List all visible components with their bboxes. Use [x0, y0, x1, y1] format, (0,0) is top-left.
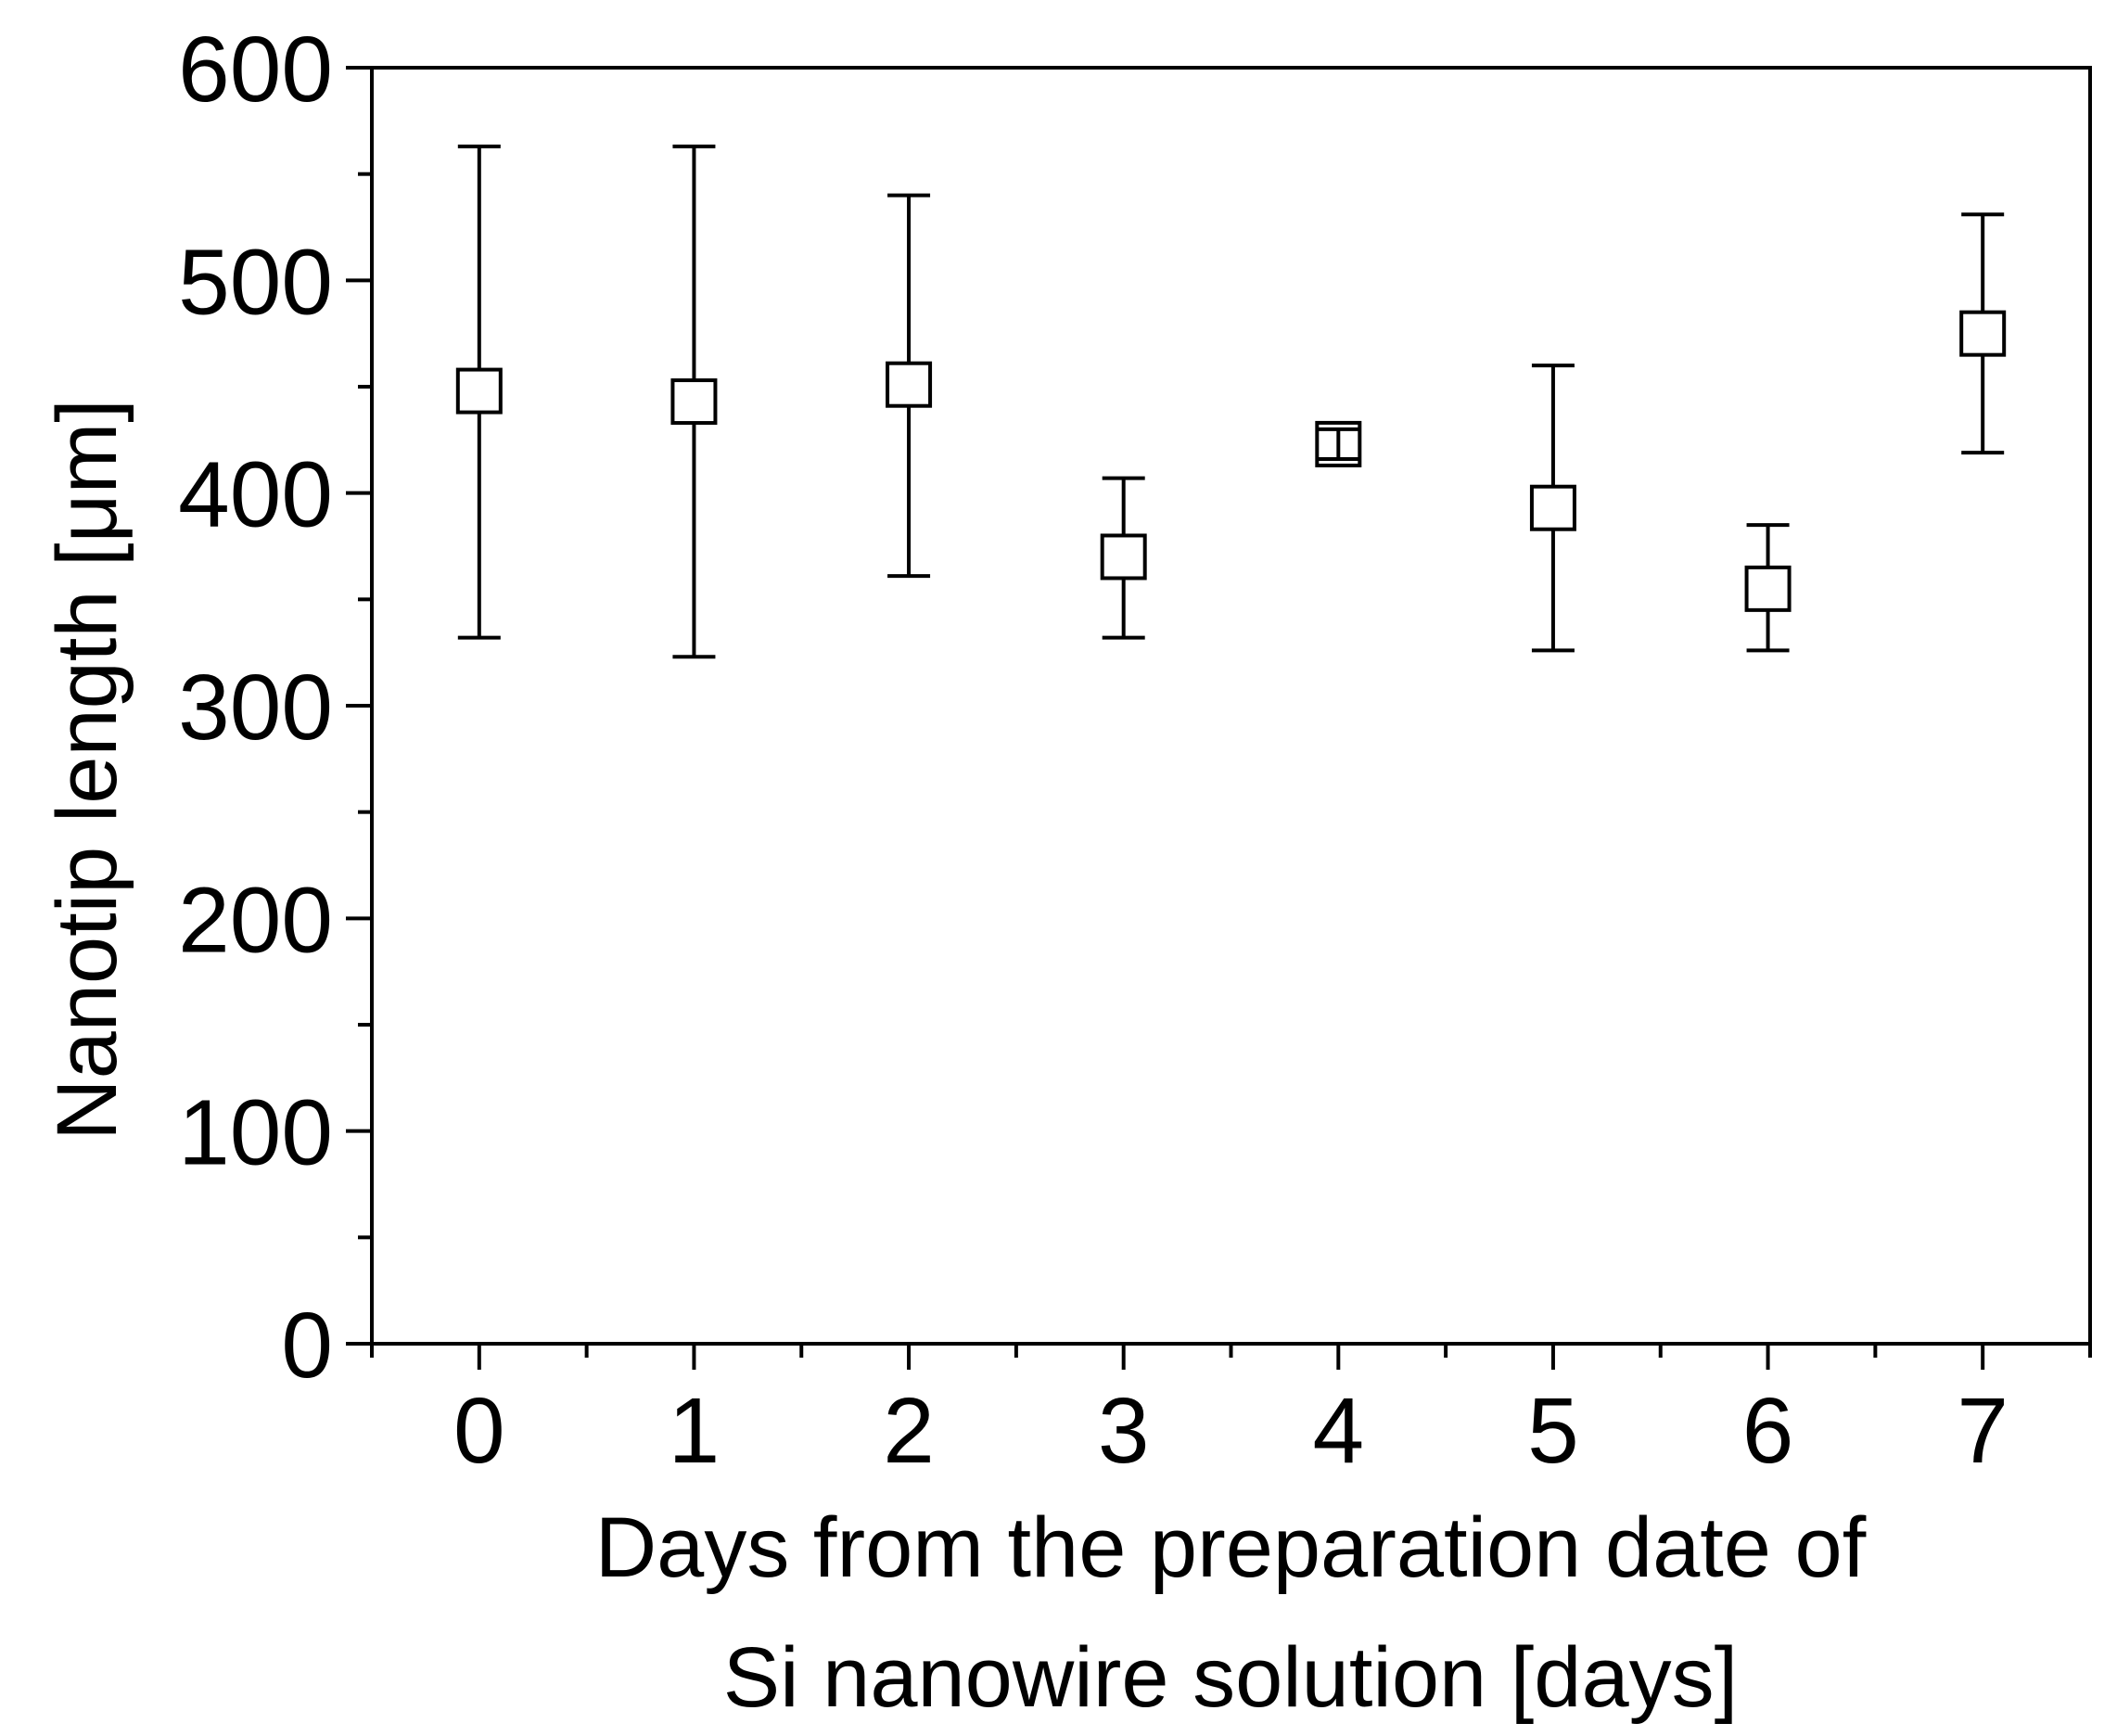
data-point-group — [670, 144, 718, 659]
y-tick-label: 100 — [178, 1081, 333, 1185]
data-point — [1959, 310, 2007, 357]
data-point-group — [1315, 420, 1362, 467]
data-points — [455, 144, 2007, 659]
y-tick-label: 300 — [178, 656, 333, 760]
data-point-group — [1959, 212, 2007, 455]
data-point — [670, 378, 718, 426]
y-tick-label: 600 — [178, 18, 333, 121]
y-tick-label: 0 — [281, 1294, 333, 1398]
y-tick-label: 400 — [178, 443, 333, 547]
y-axis-title: Nanotip length [μm] — [40, 399, 134, 1141]
data-point-group — [1100, 476, 1147, 640]
y-tick-label: 200 — [178, 868, 333, 972]
data-point — [886, 361, 933, 408]
x-tick-label: 6 — [1742, 1379, 1794, 1483]
data-point-group — [886, 193, 933, 579]
data-point — [455, 367, 503, 415]
x-tick-label: 3 — [1098, 1379, 1150, 1483]
x-axis-title-line-1: Days from the preparation date of — [595, 1500, 1867, 1595]
x-tick-label: 2 — [883, 1379, 935, 1483]
x-axis-ticks: 0 1 2 3 4 5 6 7 — [370, 1344, 2092, 1483]
x-axis-title-line-2: Si nanowire solution [days] — [723, 1630, 1738, 1725]
y-tick-label: 500 — [178, 230, 333, 334]
data-point — [1100, 533, 1147, 581]
data-point-group — [1744, 523, 1792, 653]
x-tick-label: 1 — [669, 1379, 721, 1483]
data-point — [1744, 565, 1792, 612]
data-point-group — [1529, 364, 1576, 653]
y-axis-ticks: 0 100 200 300 400 500 600 — [178, 18, 372, 1398]
x-tick-label: 4 — [1313, 1379, 1365, 1483]
x-tick-label: 5 — [1527, 1379, 1579, 1483]
data-point — [1529, 484, 1576, 531]
plot-frame — [370, 66, 2092, 1346]
x-tick-label: 7 — [1957, 1379, 2009, 1483]
data-point-group — [455, 144, 503, 640]
x-tick-label: 0 — [453, 1379, 505, 1483]
